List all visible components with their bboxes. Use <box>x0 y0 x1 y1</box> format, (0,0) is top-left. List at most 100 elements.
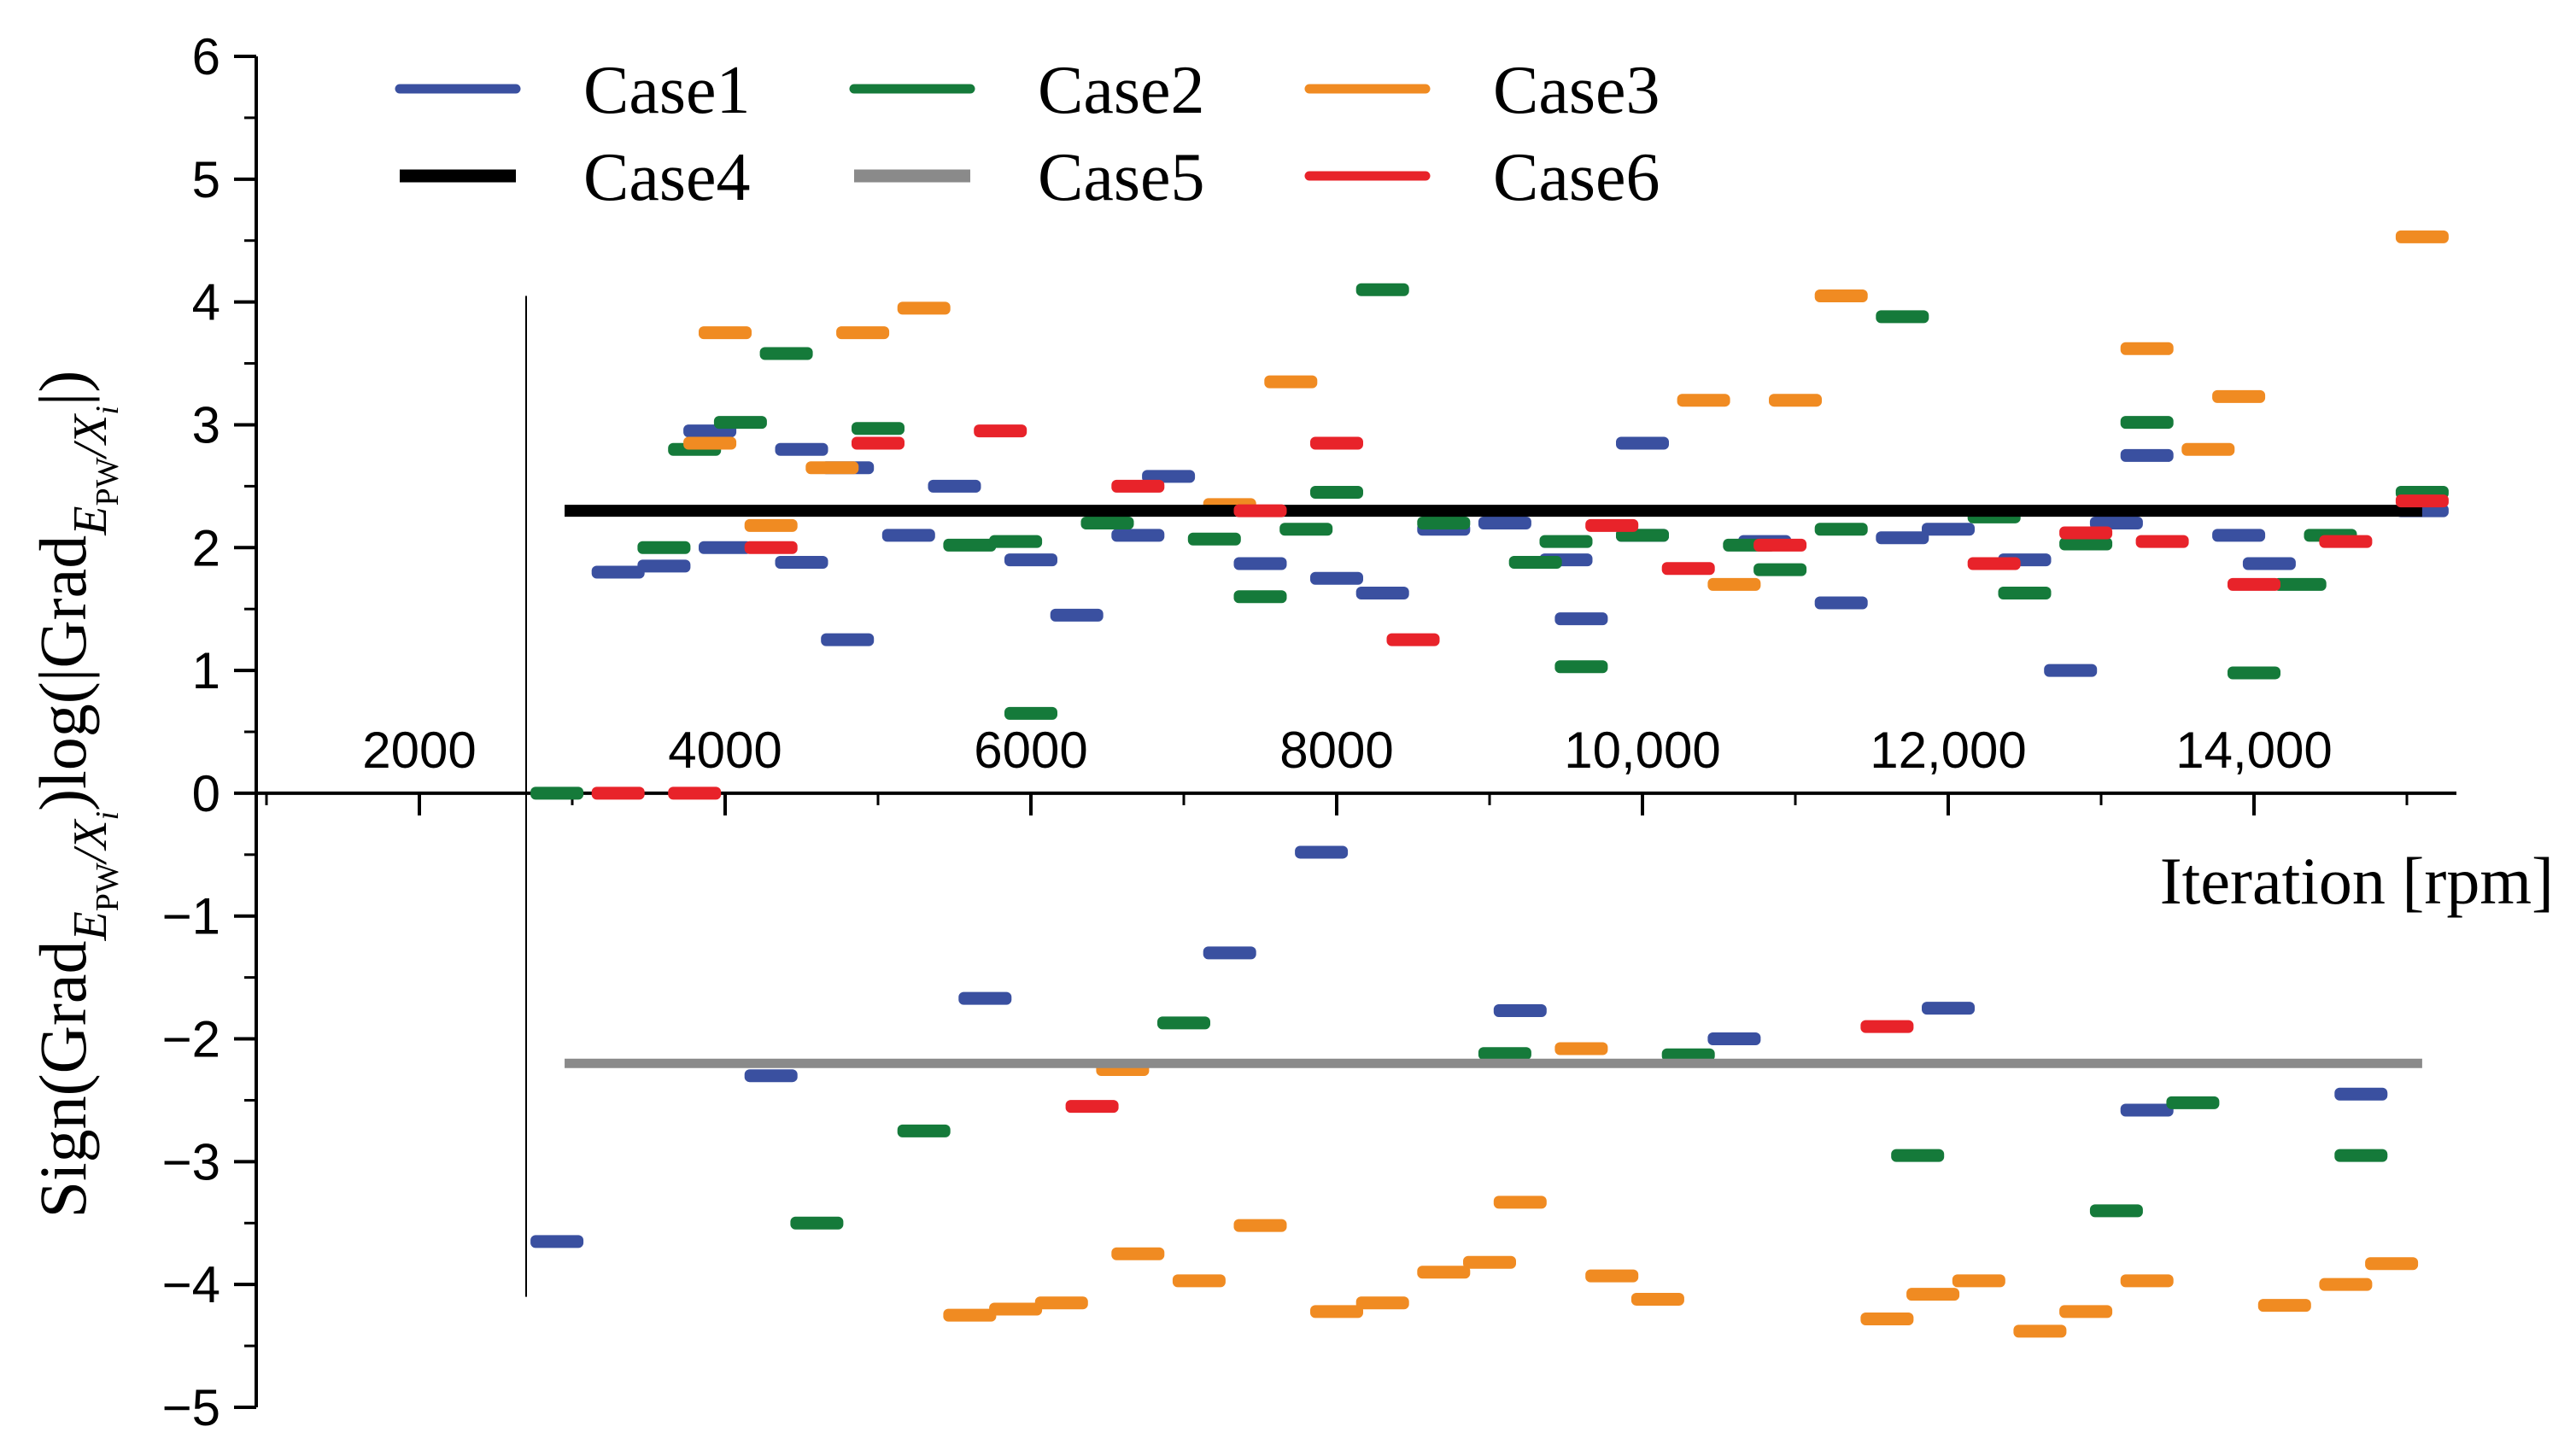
y-tick-label: 4 <box>192 274 220 331</box>
data-point <box>1998 586 2052 599</box>
data-point <box>2059 537 2113 551</box>
x-tick-label: 10,000 <box>1564 722 1721 779</box>
data-point <box>2273 577 2327 591</box>
y-tick-label: −4 <box>162 1256 220 1313</box>
data-point <box>1233 590 1287 604</box>
data-point <box>1814 523 1868 536</box>
data-point <box>1891 1149 1945 1162</box>
y-tick-label: 5 <box>192 151 220 208</box>
data-point <box>2120 342 2174 355</box>
data-point <box>1630 1292 1684 1306</box>
legend-label: Case5 <box>1038 140 1205 215</box>
data-point <box>1814 289 1868 302</box>
data-point <box>759 347 813 360</box>
data-point <box>974 424 1027 438</box>
x-tick-label: 12,000 <box>1870 722 2027 779</box>
data-point <box>1585 1269 1639 1283</box>
data-point <box>1463 1255 1516 1269</box>
data-point <box>530 1235 584 1248</box>
data-point <box>1554 1042 1608 1055</box>
data-point <box>1034 1296 1088 1310</box>
data-point <box>1386 633 1440 646</box>
data-point <box>943 1308 997 1322</box>
data-point <box>2181 442 2235 456</box>
y-tick-label: −5 <box>162 1379 220 1436</box>
data-point <box>1111 1247 1165 1260</box>
data-point <box>591 786 645 800</box>
x-tick-label: 14,000 <box>2175 722 2333 779</box>
data-point <box>1004 706 1057 720</box>
legend-label: Case4 <box>583 140 751 215</box>
data-point <box>1295 845 1349 859</box>
data-point <box>1554 660 1608 674</box>
data-point <box>744 541 798 554</box>
series-case3 <box>683 230 2449 1338</box>
data-point <box>2212 529 2266 542</box>
y-tick-label: 1 <box>192 642 220 699</box>
data-markers <box>530 230 2449 1338</box>
data-point <box>1080 517 1134 530</box>
data-point <box>1004 553 1057 567</box>
data-point <box>2044 664 2098 677</box>
x-tick-label: 8000 <box>1279 722 1393 779</box>
data-point <box>821 633 875 646</box>
data-point <box>2135 535 2189 548</box>
data-point <box>1355 283 1409 296</box>
legend-label: Case3 <box>1493 53 1660 128</box>
data-point <box>928 479 981 493</box>
data-point <box>1050 608 1104 622</box>
data-point <box>1952 1274 2005 1288</box>
data-point <box>2334 1149 2388 1162</box>
data-point <box>2120 416 2174 430</box>
x-axis-label: Iteration [rpm] <box>2160 844 2554 918</box>
legend-label: Case2 <box>1038 53 1205 128</box>
data-point <box>989 1302 1043 1316</box>
data-point <box>713 416 767 430</box>
y-tick-label: −1 <box>162 888 220 945</box>
data-point <box>1922 1002 1975 1015</box>
data-point <box>958 991 1012 1005</box>
data-point <box>1157 1016 1210 1030</box>
data-point <box>2257 1299 2311 1313</box>
data-point <box>1065 1100 1119 1114</box>
data-point <box>881 529 935 542</box>
data-point <box>1478 517 1531 530</box>
data-point <box>1233 504 1287 517</box>
y-tick-label: 2 <box>192 519 220 576</box>
data-point <box>2166 1096 2220 1109</box>
legend-label: Case6 <box>1493 140 1660 215</box>
data-point <box>1417 1266 1471 1279</box>
data-point <box>1769 394 1822 407</box>
data-point <box>790 1216 844 1230</box>
data-point <box>775 442 828 456</box>
data-point <box>1310 436 1363 450</box>
data-point <box>1539 535 1593 548</box>
y-tick-label: −3 <box>162 1133 220 1190</box>
data-point <box>1707 1032 1761 1046</box>
data-point <box>637 559 691 573</box>
data-point <box>1876 531 1929 545</box>
data-point <box>2319 535 2373 548</box>
axes: 6 5 4 3 2 1 0 −1 −2 −3 −4 −5 2000 4000 6000 8000 10,000 1… <box>162 28 2456 1436</box>
data-point <box>2059 1305 2113 1318</box>
data-point <box>1661 562 1715 576</box>
data-point <box>1707 577 1761 591</box>
data-point <box>668 786 722 800</box>
data-point <box>530 786 584 800</box>
y-tick-label: 3 <box>192 396 220 453</box>
data-point <box>637 541 691 554</box>
x-tick-label: 2000 <box>362 722 476 779</box>
data-point <box>591 565 645 579</box>
data-point <box>1172 1274 1226 1288</box>
data-point <box>2228 666 2280 680</box>
data-point <box>1753 538 1807 552</box>
data-point <box>1264 375 1318 389</box>
y-tick-label: 0 <box>192 765 220 822</box>
data-point <box>2089 1204 2143 1218</box>
data-point <box>2059 526 2113 540</box>
data-point <box>1876 310 1929 324</box>
data-point <box>1111 529 1165 542</box>
data-point <box>699 541 752 554</box>
data-point <box>2212 389 2266 403</box>
